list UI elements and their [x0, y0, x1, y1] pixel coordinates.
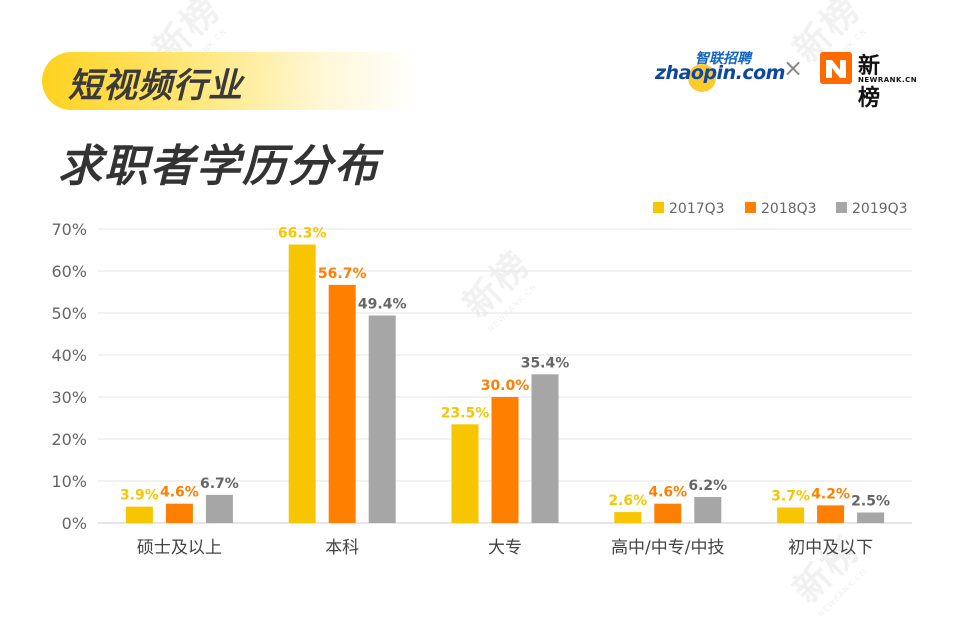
bar	[288, 244, 316, 524]
bar	[451, 424, 479, 523]
y-tick-label: 10%	[51, 472, 87, 491]
newrank-logo-cn: 新榜	[858, 54, 881, 111]
separator-icon: ×	[783, 54, 804, 82]
y-tick-label: 0%	[62, 514, 87, 533]
data-label: 66.3%	[278, 226, 327, 242]
legend-swatch	[745, 202, 756, 213]
bar	[165, 503, 193, 523]
bar	[857, 512, 885, 523]
page-title: 求职者学历分布	[58, 141, 380, 192]
newrank-logo-icon	[820, 52, 852, 84]
y-tick-label: 20%	[51, 430, 87, 449]
y-tick-label: 40%	[51, 346, 87, 365]
data-label: 6.2%	[688, 478, 727, 494]
zhaopin-logo-cn: 智联招聘	[695, 51, 751, 67]
bar	[491, 397, 519, 523]
bar	[654, 503, 682, 523]
x-tick-label: 高中/中专/中技	[611, 538, 724, 558]
data-label: 3.7%	[771, 488, 810, 504]
data-label: 2.6%	[608, 493, 647, 509]
bar-chart: 0%10%20%30%40%50%60%70%3.9% 4.6%6.7%硕士及以上…	[51, 201, 912, 558]
legend-label: 2019Q3	[852, 201, 908, 217]
data-label: 3.9%	[120, 488, 159, 504]
bar	[531, 374, 559, 523]
legend-label: 2018Q3	[761, 201, 817, 217]
data-label: 23.5%	[441, 405, 490, 421]
data-label: 30.0%	[481, 378, 530, 394]
data-label: 2.5%	[851, 494, 890, 510]
legend-label: 2017Q3	[669, 201, 725, 217]
data-label: 4.6%	[648, 485, 687, 501]
bar	[614, 512, 642, 523]
legend-swatch	[836, 202, 847, 213]
data-label: 49.4%	[358, 297, 407, 313]
data-label: 6.7%	[200, 476, 239, 492]
zhaopin-logo-en: zhaopin.com	[655, 62, 785, 84]
data-label: 35.4%	[521, 355, 570, 371]
data-label: 4.2%	[811, 486, 850, 502]
x-tick-label: 大专	[488, 538, 522, 558]
y-tick-label: 60%	[51, 262, 87, 281]
data-label: 4.6%	[160, 485, 199, 501]
x-tick-label: 初中及以下	[788, 538, 873, 558]
y-tick-label: 30%	[51, 388, 87, 407]
bar	[125, 506, 153, 523]
newrank-logo-en: NEWRANK.CN	[858, 76, 918, 84]
bar	[777, 507, 805, 523]
sector-badge	[42, 52, 422, 110]
bar	[694, 496, 722, 523]
x-tick-label: 本科	[325, 538, 359, 558]
sector-label: 短视频行业	[68, 66, 243, 106]
bar	[817, 505, 845, 523]
bar	[205, 494, 233, 523]
bar	[328, 284, 356, 523]
y-tick-label: 50%	[51, 304, 87, 323]
x-tick-label: 硕士及以上	[137, 538, 222, 558]
legend-swatch	[653, 202, 664, 213]
data-label: 56.7%	[318, 266, 367, 282]
y-tick-label: 70%	[51, 220, 87, 239]
bar	[368, 315, 396, 523]
